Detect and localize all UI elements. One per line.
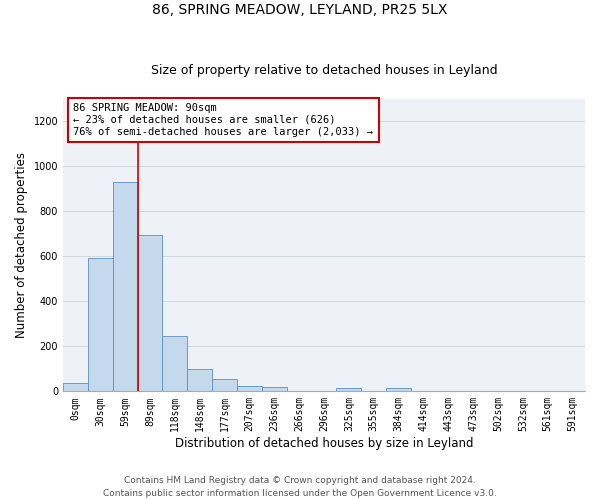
X-axis label: Distribution of detached houses by size in Leyland: Distribution of detached houses by size …	[175, 437, 473, 450]
Bar	[237, 386, 262, 392]
Bar	[63, 384, 88, 392]
Y-axis label: Number of detached properties: Number of detached properties	[15, 152, 28, 338]
Title: Size of property relative to detached houses in Leyland: Size of property relative to detached ho…	[151, 64, 497, 77]
Bar	[113, 182, 137, 392]
Text: Contains HM Land Registry data © Crown copyright and database right 2024.
Contai: Contains HM Land Registry data © Crown c…	[103, 476, 497, 498]
Bar	[137, 235, 163, 392]
Bar	[386, 388, 411, 392]
Bar	[163, 336, 187, 392]
Bar	[88, 258, 113, 392]
Bar	[212, 379, 237, 392]
Text: 86, SPRING MEADOW, LEYLAND, PR25 5LX: 86, SPRING MEADOW, LEYLAND, PR25 5LX	[152, 2, 448, 16]
Bar	[262, 387, 287, 392]
Bar	[187, 369, 212, 392]
Text: 86 SPRING MEADOW: 90sqm
← 23% of detached houses are smaller (626)
76% of semi-d: 86 SPRING MEADOW: 90sqm ← 23% of detache…	[73, 104, 373, 136]
Bar	[337, 388, 361, 392]
